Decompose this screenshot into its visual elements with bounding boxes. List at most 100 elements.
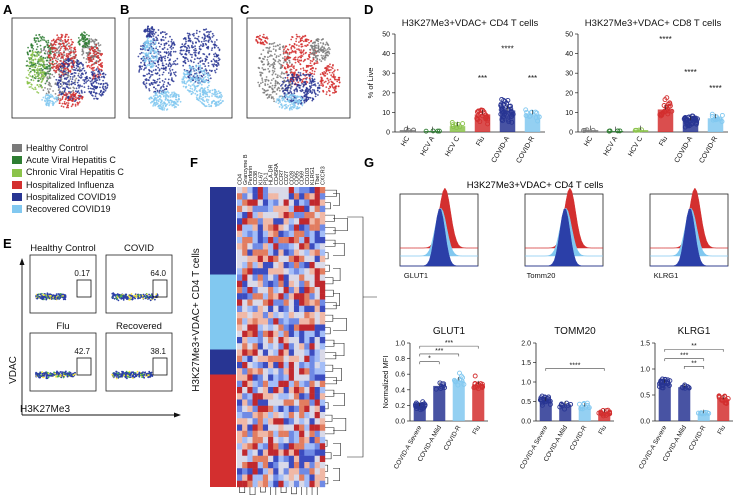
umap-point [303,94,306,97]
umap-point [284,107,286,110]
umap-point [65,73,68,76]
umap-point [43,64,45,67]
umap-point [152,40,155,43]
umap-point [152,69,155,72]
umap-point [154,42,157,45]
umap-point [153,81,155,84]
umap-point [306,58,309,60]
umap-point [303,92,306,94]
umap-point [285,71,288,73]
umap-point [313,51,316,54]
umap-point [167,51,170,53]
umap-point [274,82,277,85]
umap-point [313,53,315,56]
umap-point [298,49,301,52]
umap-point [299,63,302,66]
umap-point [173,42,176,45]
umap-point [40,36,43,39]
umap-point [326,53,328,56]
umap-point [202,69,205,72]
umap-point [144,78,147,81]
umap-point [214,105,217,107]
umap-point [75,90,77,93]
umap-point [164,33,167,36]
umap-point [292,58,295,61]
umap-point [179,49,182,52]
umap-point [302,35,305,38]
umap-point [76,69,79,72]
umap-point [62,66,65,69]
flow-event [130,294,132,297]
umap-point [99,91,102,94]
umap-point [208,69,211,72]
umap-point [271,55,273,57]
umap-point [92,82,94,84]
umap-point [324,59,326,61]
flow-event [142,297,145,300]
umap-point [295,69,298,71]
umap-point [322,38,324,40]
umap-point [38,68,41,70]
umap-point [326,42,329,45]
umap-point [91,73,93,76]
flow-event [36,293,39,296]
umap-point [290,38,293,41]
umap-point [189,90,192,93]
umap-point [79,84,81,87]
umap-point [156,37,159,40]
umap-point [169,53,172,56]
umap-point [102,83,105,85]
umap-point [168,102,171,104]
umap-point [220,96,223,99]
umap-point [298,35,301,38]
umap-point [144,54,147,56]
umap-point [200,95,202,98]
umap-point [160,67,163,70]
umap-point [88,61,90,63]
umap-point [261,87,264,90]
umap-point [166,108,169,110]
umap-point [213,55,216,58]
umap-point [39,72,42,75]
umap-point [90,91,92,94]
umap-point [290,46,293,49]
umap-point [194,37,197,40]
umap-point [270,64,272,66]
umap-point [47,50,50,53]
umap-point [199,76,201,79]
umap-point [194,78,197,80]
umap-point [167,95,170,98]
umap-point [294,58,296,61]
umap-point [155,82,157,84]
umap-point [194,55,197,57]
umap-point [291,73,294,76]
umap-point [58,52,61,55]
umap-point [31,62,34,64]
umap-point [202,43,205,46]
umap-point [144,58,147,61]
umap-point [274,84,277,87]
umap-point [69,52,71,55]
umap-point [64,94,67,96]
umap-point [273,61,275,64]
umap-point [146,38,149,40]
umap-point [263,89,266,92]
umap-point [169,63,172,66]
umap-point [104,73,107,76]
umap-point [51,47,54,49]
umap-point [70,73,73,75]
umap-point [215,64,217,66]
umap-point [48,97,51,100]
umap-point [50,93,52,96]
umap-point [155,36,158,39]
umap-point [34,75,37,78]
umap-point [74,79,77,82]
umap-point [287,92,290,95]
umap-point [104,89,107,92]
umap-point [187,60,190,62]
umap-point [67,72,70,75]
umap-point [96,68,98,70]
umap-point [70,94,72,96]
umap-point [52,90,54,92]
umap-point [88,34,90,37]
